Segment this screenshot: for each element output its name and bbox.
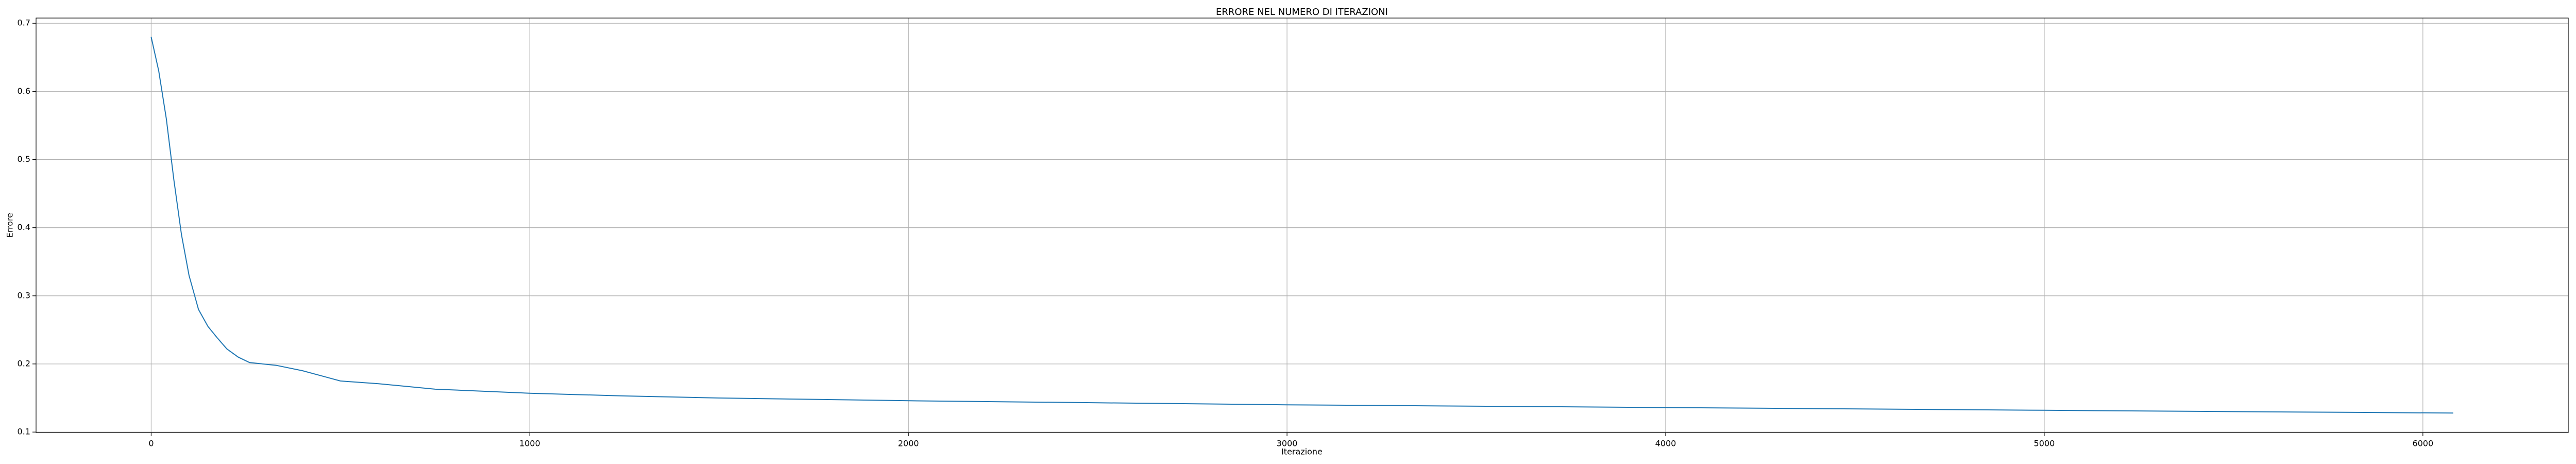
- x-tick-label: 2000: [898, 439, 919, 449]
- plot-frame: [36, 18, 2569, 433]
- y-axis-label: Errore: [5, 213, 15, 238]
- y-tick-label: 0.6: [18, 86, 30, 96]
- y-tick-label: 0.5: [18, 154, 30, 164]
- y-tick-label: 0.3: [18, 290, 30, 300]
- y-tick-label: 0.2: [18, 358, 30, 368]
- y-tick-label: 0.1: [18, 427, 30, 437]
- x-tick-label: 0: [148, 439, 154, 449]
- x-tick-label: 5000: [2034, 439, 2055, 449]
- y-tick-label: 0.7: [18, 18, 30, 28]
- x-tick-label: 6000: [2412, 439, 2433, 449]
- x-axis-label: Iterazione: [1281, 447, 1323, 457]
- x-tick-label: 3000: [1277, 439, 1298, 449]
- chart-title: ERRORE NEL NUMERO DI ITERAZIONI: [1216, 7, 1388, 18]
- x-tick-label: 4000: [1655, 439, 1676, 449]
- data-line: [150, 37, 2453, 414]
- y-tick-label: 0.4: [18, 222, 30, 232]
- x-tick-label: 1000: [519, 439, 540, 449]
